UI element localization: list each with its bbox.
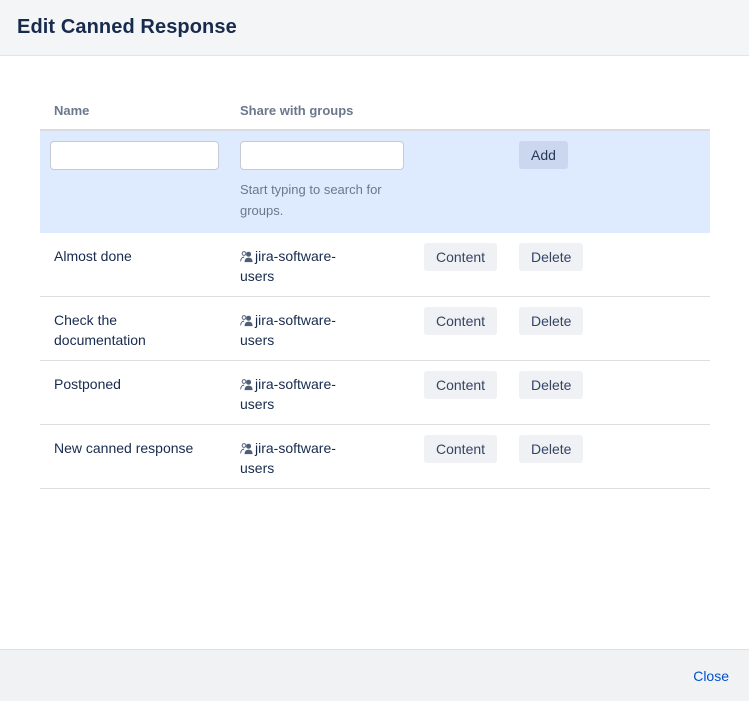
- group-icon: [240, 315, 253, 327]
- response-name: Check the documentation: [54, 312, 146, 348]
- group-icon: [240, 443, 253, 455]
- group-icon: [240, 251, 253, 263]
- response-name: Postponed: [54, 376, 121, 392]
- dialog-header: Edit Canned Response: [0, 0, 749, 56]
- table-row: Almost done jira-software-users Content …: [40, 233, 710, 297]
- groups-hint: Start typing to search for groups.: [240, 182, 382, 218]
- table-header-row: Name Share with groups: [40, 103, 710, 129]
- content-button[interactable]: Content: [424, 371, 498, 399]
- response-group: jira-software-users: [240, 376, 336, 412]
- column-header-groups: Share with groups: [240, 103, 354, 118]
- content-button[interactable]: Content: [424, 243, 498, 271]
- column-header-name: Name: [54, 103, 90, 118]
- new-response-row: Start typing to search for groups. Add: [40, 129, 710, 233]
- delete-button[interactable]: Delete: [519, 371, 584, 399]
- delete-button[interactable]: Delete: [519, 243, 584, 271]
- response-group: jira-software-users: [240, 440, 336, 476]
- add-button[interactable]: Add: [519, 141, 568, 169]
- table-row: Check the documentation jira-software-us…: [40, 297, 710, 361]
- group-icon: [240, 379, 253, 391]
- delete-button[interactable]: Delete: [519, 307, 584, 335]
- response-group: jira-software-users: [240, 248, 336, 284]
- name-input[interactable]: [50, 141, 219, 170]
- dialog-title: Edit Canned Response: [17, 16, 237, 38]
- share-groups-input[interactable]: [240, 141, 404, 170]
- table-row: Postponed jira-software-users Content De…: [40, 361, 710, 425]
- content-button[interactable]: Content: [424, 435, 498, 463]
- content-button[interactable]: Content: [424, 307, 498, 335]
- canned-responses-table: Name Share with groups Start typing to s…: [40, 103, 710, 489]
- table-row: New canned response jira-software-users …: [40, 425, 710, 489]
- response-group: jira-software-users: [240, 312, 336, 348]
- dialog-body: Name Share with groups Start typing to s…: [0, 56, 749, 489]
- dialog-footer: Close: [0, 649, 749, 701]
- response-name: New canned response: [54, 440, 194, 456]
- delete-button[interactable]: Delete: [519, 435, 584, 463]
- close-button[interactable]: Close: [693, 667, 729, 684]
- response-name: Almost done: [54, 248, 132, 264]
